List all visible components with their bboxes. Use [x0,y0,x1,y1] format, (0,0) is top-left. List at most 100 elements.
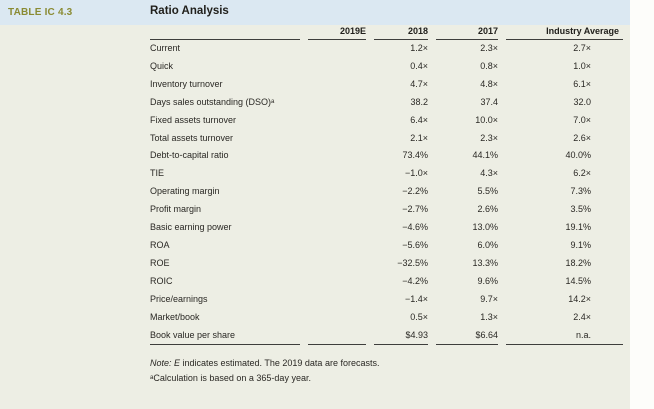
page-title: Ratio Analysis [150,5,229,17]
table-row: Operating margin −2.2% 5.5% 7.3% [150,183,623,201]
value-2019e [308,94,366,112]
value-2019e [308,165,366,183]
row-label: Operating margin [150,186,220,197]
table-row: Total assets turnover 2.1× 2.3× 2.6× [150,130,623,148]
row-label: Quick [150,60,174,71]
column-header-blank [150,26,300,40]
row-label: Basic earning power [150,222,232,233]
table-row: Days sales outstanding (DSO)ᵃ 38.2 37.4 … [150,94,623,112]
table-row: Debt-to-capital ratio 73.4% 44.1% 40.0% [150,147,623,165]
row-label: Days sales outstanding (DSO)ᵃ [150,96,275,107]
table-row: Quick 0.4× 0.8× 1.0× [150,58,623,76]
value-2018: −4.2% [402,275,428,286]
value-2018: 38.2 [410,96,428,107]
table-row: Market/book 0.5× 1.3× 2.4× [150,309,623,327]
table-row: Current 1.2× 2.3× 2.7× [150,40,623,58]
value-2019e [308,273,366,291]
column-header-2017: 2017 [436,26,498,40]
row-label: ROE [150,257,170,268]
row-label: Book value per share [150,327,300,346]
value-industry-average: 2.6× [573,132,591,143]
table-notes: Note: E indicates estimated. The 2019 da… [150,356,379,386]
table-header-row: 2019E 2018 2017 Industry Average [150,26,623,40]
table-row: Price/earnings −1.4× 9.7× 14.2× [150,291,623,309]
row-label: Fixed assets turnover [150,114,237,125]
value-2017: 2.3× [480,43,498,53]
value-2018: $4.93 [374,327,428,346]
value-2018: 0.5× [410,311,428,322]
table-number-label: TABLE IC 4.3 [8,7,73,18]
value-2019e [308,147,366,165]
value-industry-average: 6.2× [573,168,591,179]
value-industry-average: 7.0× [573,114,591,125]
value-2018: −1.0× [404,168,428,179]
value-industry-average: 2.7× [573,43,591,53]
table-row: TIE −1.0× 4.3× 6.2× [150,165,623,183]
row-label: Market/book [150,311,200,322]
value-2019e [308,40,366,58]
value-2019e [308,112,366,130]
row-label: Inventory turnover [150,78,223,89]
value-2017: 2.3× [480,132,498,143]
value-2018: −2.7% [402,204,428,215]
table-body: Current 1.2× 2.3× 2.7× Quick 0.4× 0.8× 1… [150,40,623,346]
value-industry-average: 14.2× [568,293,591,304]
value-2018: −5.6% [402,239,428,250]
row-label: ROIC [150,275,173,286]
value-2017: 10.0× [475,114,498,125]
value-industry-average: 7.3% [570,186,591,197]
value-2017: 2.6% [477,204,498,215]
value-2019e [308,130,366,148]
column-header-2018: 2018 [374,26,428,40]
value-2017: 4.8× [480,78,498,89]
value-industry-average: 1.0× [573,60,591,71]
value-2019e [308,327,366,346]
table-row: ROE −32.5% 13.3% 18.2% [150,255,623,273]
value-2017: $6.64 [436,327,498,346]
value-2019e [308,76,366,94]
row-label: TIE [150,168,165,179]
value-2019e [308,291,366,309]
value-2017: 0.8× [480,60,498,71]
column-header-industry-average: Industry Average [506,26,623,40]
note-italic-part: Note: E [150,358,181,368]
note-line-2: ᵃCalculation is based on a 365-day year. [150,373,311,383]
table-row: ROA −5.6% 6.0% 9.1% [150,237,623,255]
value-industry-average: 18.2% [565,257,591,268]
value-industry-average: 3.5% [570,204,591,215]
note-rest-part: indicates estimated. The 2019 data are f… [180,358,380,368]
value-2018: 73.4% [402,150,428,161]
row-label: Price/earnings [150,293,208,304]
value-2017: 9.6% [477,275,498,286]
value-industry-average: 2.4× [573,311,591,322]
value-industry-average: 6.1× [573,78,591,89]
value-2018: 6.4× [410,114,428,125]
note-line-1: Note: E indicates estimated. The 2019 da… [150,356,379,371]
value-2019e [308,309,366,327]
row-label: Debt-to-capital ratio [150,150,229,161]
value-2018: −32.5% [397,257,428,268]
value-2019e [308,201,366,219]
column-header-2019e: 2019E [308,26,366,40]
table-row: Basic earning power −4.6% 13.0% 19.1% [150,219,623,237]
row-label: Total assets turnover [150,132,234,143]
row-label: ROA [150,239,170,250]
figure-panel [0,6,630,409]
value-2019e [308,255,366,273]
value-2017: 13.0% [472,222,498,233]
value-industry-average: 9.1% [570,239,591,250]
row-label: Current [150,43,181,53]
value-2018: 0.4× [410,60,428,71]
value-industry-average: n.a. [506,327,623,346]
table-row: ROIC −4.2% 9.6% 14.5% [150,273,623,291]
value-industry-average: 32.0 [573,96,591,107]
value-2019e [308,183,366,201]
value-2018: 4.7× [410,78,428,89]
value-2018: 1.2× [410,43,428,53]
table-row: Fixed assets turnover 6.4× 10.0× 7.0× [150,112,623,130]
value-2017: 13.3% [472,257,498,268]
value-industry-average: 19.1% [565,222,591,233]
value-2017: 44.1% [472,150,498,161]
table-header-band [0,0,630,25]
value-2017: 6.0% [477,239,498,250]
